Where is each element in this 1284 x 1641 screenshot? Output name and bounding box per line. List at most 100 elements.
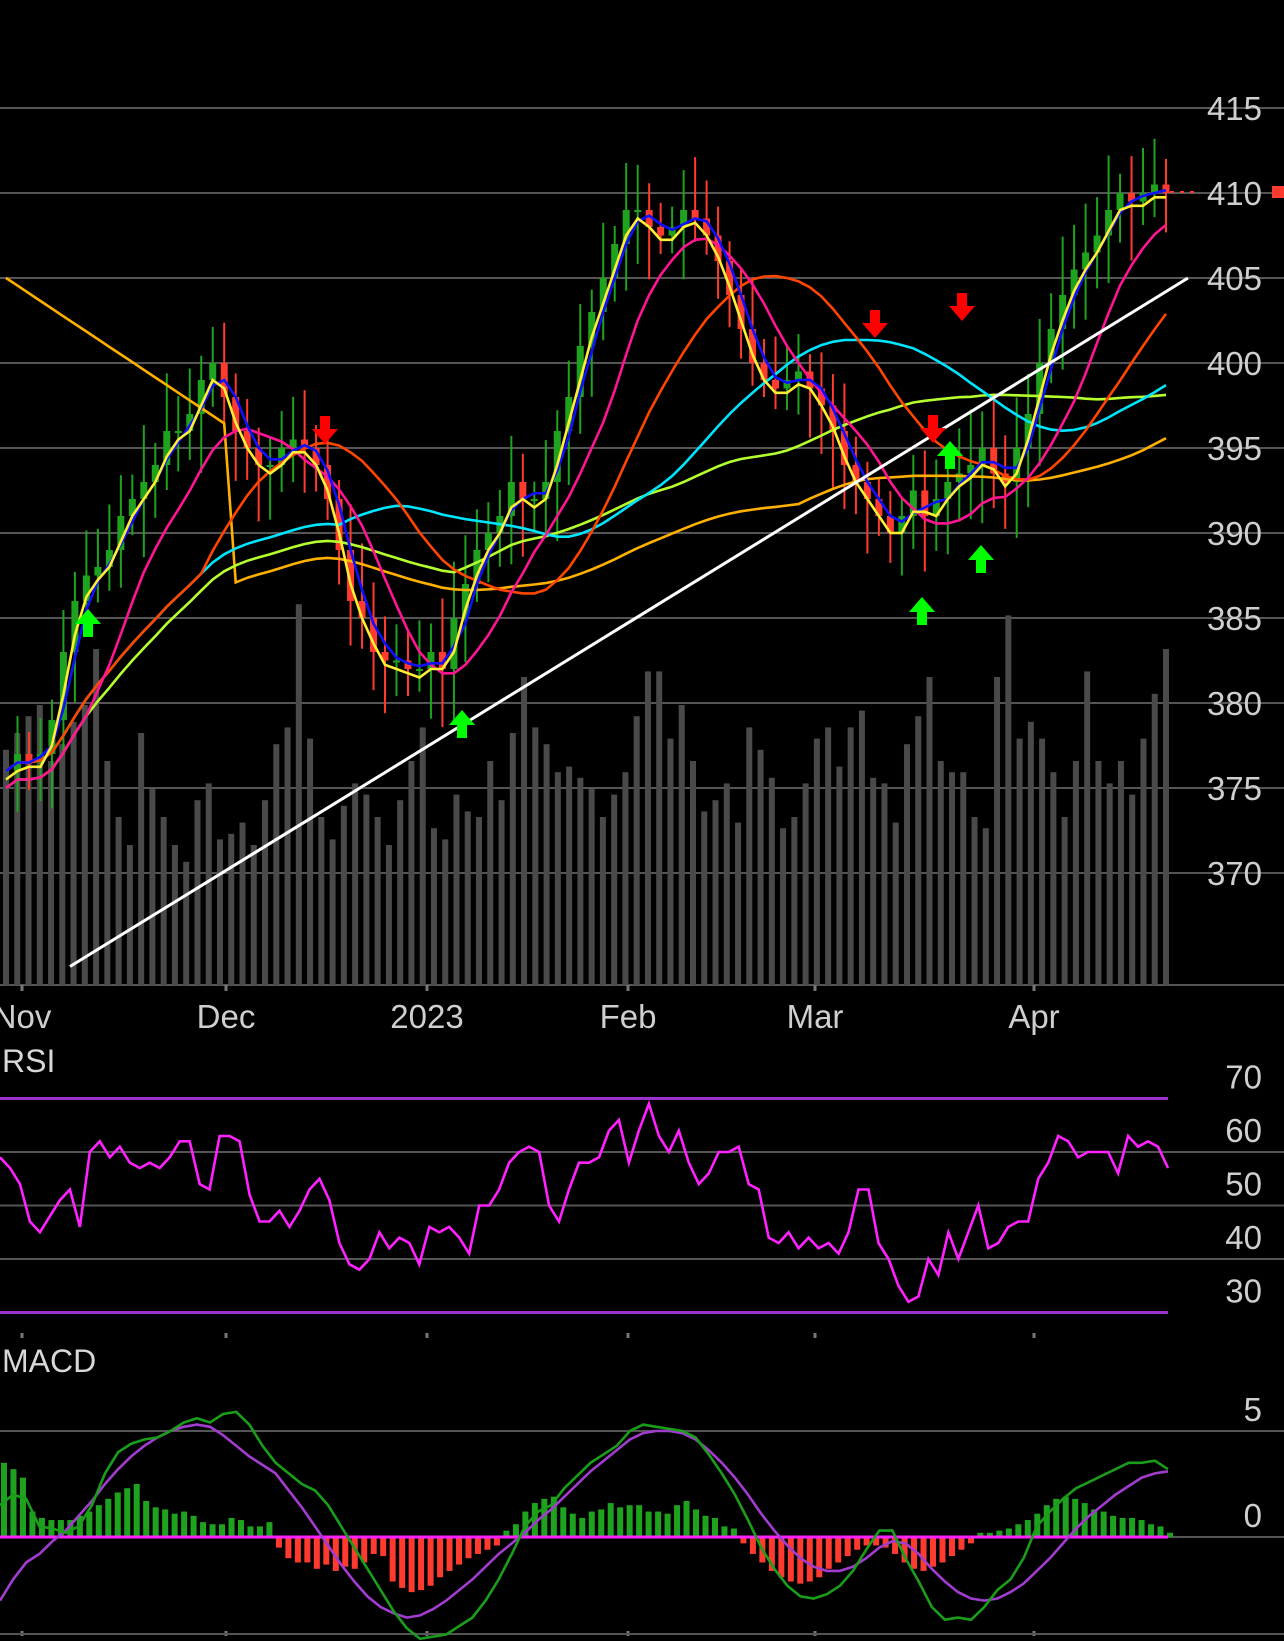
macd-histogram-bar xyxy=(1119,1517,1126,1537)
candle-body xyxy=(404,660,412,669)
volume-bar xyxy=(3,749,9,985)
volume-bar xyxy=(588,789,595,985)
rsi-axis-label: 50 xyxy=(1225,1166,1262,1203)
macd-histogram-bar xyxy=(389,1537,396,1582)
macd-histogram-bar xyxy=(1100,1511,1107,1537)
candle-body xyxy=(576,346,584,397)
macd-histogram-bar xyxy=(418,1537,425,1590)
candle-body xyxy=(94,567,102,576)
macd-histogram-bar xyxy=(219,1524,226,1537)
macd-histogram-bar xyxy=(863,1537,870,1546)
volume-bar xyxy=(611,794,618,985)
volume-bar xyxy=(813,738,820,985)
candle-body xyxy=(760,363,768,380)
macd-histogram-bar xyxy=(958,1537,965,1550)
volume-bar xyxy=(1117,761,1124,985)
macd-histogram-bar xyxy=(1110,1515,1117,1537)
volume-bar xyxy=(307,738,314,985)
macd-histogram-bar xyxy=(285,1537,292,1559)
candle-body xyxy=(461,584,469,618)
macd-histogram-bar xyxy=(275,1537,282,1548)
macd-histogram-bar xyxy=(162,1509,169,1537)
macd-histogram-bar xyxy=(1,1462,7,1537)
volume-bar xyxy=(464,811,471,985)
volume-bar xyxy=(791,817,798,985)
time-axis-label: 2023 xyxy=(390,998,463,1035)
candle-body xyxy=(370,618,378,652)
candle-body xyxy=(634,210,642,212)
macd-histogram-bar xyxy=(882,1537,889,1548)
macd-histogram-bar xyxy=(977,1532,984,1537)
volume-bar xyxy=(340,805,347,985)
volume-bar xyxy=(971,817,978,985)
candle-body xyxy=(301,439,309,448)
candle-body xyxy=(565,397,573,431)
macd-histogram-bar xyxy=(474,1537,481,1554)
candle-body xyxy=(737,295,745,329)
candle-body xyxy=(840,431,848,465)
candle-body xyxy=(829,405,837,431)
volume-bar xyxy=(397,800,404,985)
price-axis-label: 385 xyxy=(1207,600,1262,637)
volume-bar xyxy=(960,772,967,985)
volume-bar xyxy=(1084,671,1091,985)
macd-histogram-bar xyxy=(133,1484,140,1537)
candle-body xyxy=(289,439,297,448)
volume-bar xyxy=(250,845,257,985)
candle-body xyxy=(82,575,90,601)
macd-panel-label: MACD xyxy=(2,1343,96,1379)
volume-bar xyxy=(295,604,302,985)
candle-body xyxy=(25,754,33,763)
candle-body xyxy=(255,448,263,465)
volume-bar xyxy=(284,727,291,985)
macd-histogram-bar xyxy=(512,1524,519,1537)
candle-body xyxy=(680,210,688,227)
macd-axis-label: 5 xyxy=(1244,1391,1262,1428)
macd-histogram-bar xyxy=(228,1517,235,1537)
volume-bar xyxy=(1050,772,1057,985)
candle-body xyxy=(105,550,113,567)
macd-histogram-bar xyxy=(247,1526,254,1537)
macd-histogram-bar xyxy=(408,1537,415,1593)
macd-histogram-bar xyxy=(835,1537,842,1563)
volume-bar xyxy=(1095,761,1102,985)
macd-histogram-bar xyxy=(361,1537,368,1563)
macd-histogram-bar xyxy=(806,1537,813,1582)
candle-body xyxy=(990,448,998,474)
macd-histogram-bar xyxy=(588,1511,595,1537)
macd-histogram-bar xyxy=(1053,1498,1060,1537)
volume-bar xyxy=(554,772,561,985)
macd-histogram-bar xyxy=(674,1505,681,1537)
candle-body xyxy=(645,210,653,227)
candle-body xyxy=(484,533,492,550)
volume-bar xyxy=(1016,738,1023,985)
macd-histogram-bar xyxy=(10,1469,17,1537)
price-axis-label: 410 xyxy=(1207,175,1262,212)
macd-histogram-bar xyxy=(541,1498,548,1537)
macd-histogram-bar xyxy=(493,1537,500,1546)
candle-body xyxy=(1024,414,1032,448)
candle-body xyxy=(622,210,630,244)
macd-histogram-bar xyxy=(854,1537,861,1550)
macd-histogram-bar xyxy=(721,1526,728,1537)
candle-body xyxy=(59,652,67,720)
candle-body xyxy=(944,482,952,499)
candle-body xyxy=(415,669,423,671)
volume-bar xyxy=(498,800,505,985)
macd-histogram-bar xyxy=(939,1537,946,1563)
candle-body xyxy=(232,397,240,431)
macd-histogram-bar xyxy=(1129,1517,1136,1537)
candle-body xyxy=(312,448,320,465)
candle-body xyxy=(1139,193,1147,202)
candle-body xyxy=(932,499,940,516)
candle-body xyxy=(347,550,355,601)
macd-histogram-bar xyxy=(1024,1520,1031,1537)
price-axis-label: 405 xyxy=(1207,260,1262,297)
macd-histogram-bar xyxy=(901,1537,908,1563)
volume-bar xyxy=(1061,817,1068,985)
volume-bar xyxy=(667,738,674,985)
macd-histogram-bar xyxy=(1043,1505,1050,1537)
macd-histogram-bar xyxy=(437,1537,444,1578)
macd-histogram-bar xyxy=(740,1537,747,1544)
